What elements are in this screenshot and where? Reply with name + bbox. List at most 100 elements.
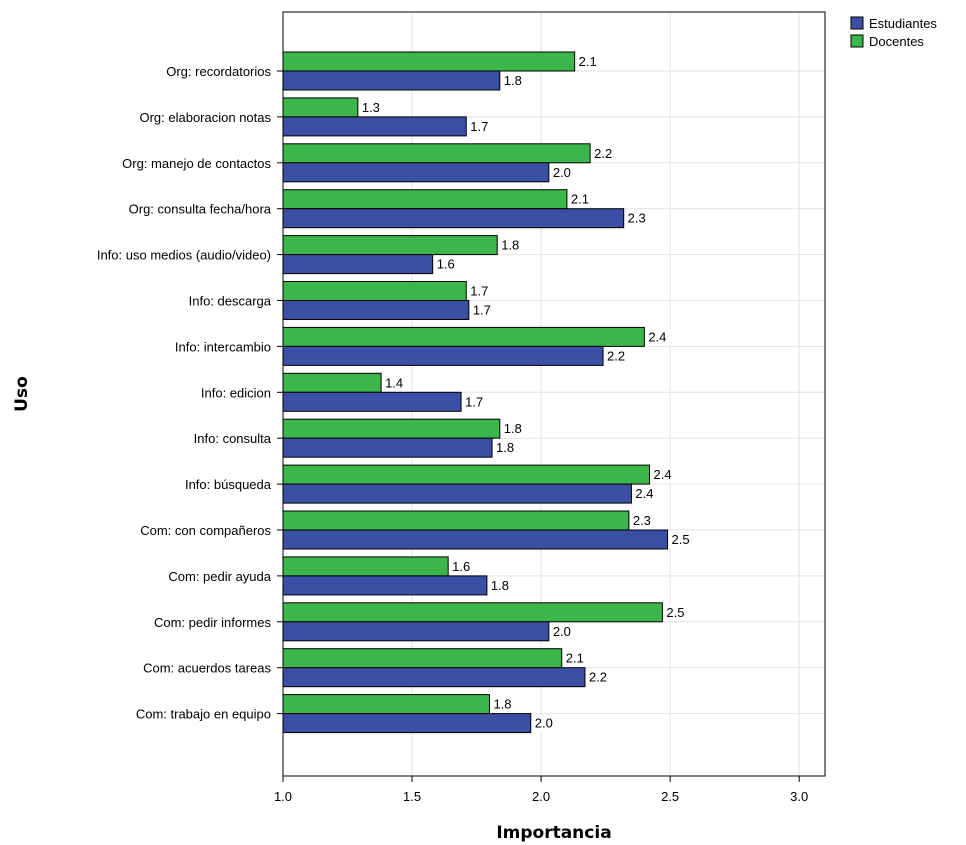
bar-docentes-info-busqueda (282, 464, 650, 485)
category-label-com-trabajo-en-equipo: Com: trabajo en equipo (136, 707, 271, 722)
x-axis-ticks: 1.0 1.5 2.0 2.5 3.0 (274, 776, 808, 804)
category-label-info-busqueda: Info: búsqueda (185, 477, 272, 492)
x-axis-title: Importancia (496, 823, 611, 843)
bar-docentes-org-elaboracion-notas (282, 97, 359, 118)
category-label-info-edicion: Info: edicion (201, 385, 271, 400)
value-label-estudiantes-org-manejo-de-contactos: 2.0 (553, 165, 571, 180)
value-label-bg-estudiantes-info-intercambio (604, 347, 632, 365)
value-label-bg-estudiantes-org-consulta-fecha-hora (624, 209, 653, 227)
value-label-bg-estudiantes-com-con-companeros (668, 531, 697, 548)
value-label-docentes-info-uso-medios-audio-video: 1.8 (501, 238, 519, 253)
bar-docentes-info-uso-medios-audio-video (282, 235, 498, 256)
value-label-estudiantes-info-uso-medios-audio-video: 1.6 (437, 257, 455, 272)
value-label-docentes-com-con-companeros: 2.3 (633, 513, 651, 528)
y-axis-ticks: Org: recordatorios Org: elaboracion notas… (97, 64, 283, 722)
value-label-bg-docentes-org-consulta-fecha-hora (567, 190, 596, 208)
value-label-estudiantes-org-consulta-fecha-hora: 2.3 (628, 211, 646, 226)
bars (282, 51, 669, 734)
value-label-estudiantes-com-pedir-ayuda: 1.8 (491, 578, 509, 593)
bar-estudiantes-info-busqueda (282, 483, 632, 504)
value-label-bg-docentes-info-descarga (467, 282, 495, 300)
value-label-estudiantes-info-busqueda: 2.4 (635, 486, 653, 501)
value-label-estudiantes-com-trabajo-en-equipo: 2.0 (535, 716, 553, 731)
bar-estudiantes-com-acuerdos-tareas (282, 667, 586, 688)
value-label-bg-estudiantes-com-acuerdos-tareas (585, 668, 614, 686)
legend: Estudiantes Docentes (850, 16, 937, 49)
value-label-estudiantes-info-descarga: 1.7 (473, 303, 491, 318)
category-label-com-acuerdos-tareas: Com: acuerdos tareas (143, 661, 271, 676)
value-label-docentes-org-elaboracion-notas: 1.3 (362, 100, 380, 115)
value-label-estudiantes-com-pedir-informes: 2.0 (553, 624, 571, 639)
value-label-docentes-org-manejo-de-contactos: 2.2 (594, 146, 612, 161)
x-tick-label-1: 1.5 (403, 789, 421, 804)
category-label-org-recordatorios: Org: recordatorios (166, 64, 271, 79)
value-label-docentes-com-acuerdos-tareas: 2.1 (566, 651, 584, 666)
bar-docentes-org-consulta-fecha-hora (282, 189, 568, 210)
x-tick-label-0: 1.0 (274, 789, 292, 804)
value-label-bg-docentes-com-acuerdos-tareas (562, 649, 591, 667)
bar-docentes-info-consulta (282, 418, 501, 439)
value-label-bg-docentes-com-pedir-informes (663, 603, 691, 621)
value-label-bg-docentes-info-busqueda (650, 466, 679, 484)
value-label-docentes-org-recordatorios: 2.1 (579, 54, 597, 69)
plot-frame (282, 11, 826, 777)
value-label-docentes-info-intercambio: 2.4 (648, 329, 666, 344)
y-axis-title: Uso (12, 376, 32, 412)
bar-estudiantes-org-elaboracion-notas (282, 116, 467, 137)
value-label-bg-estudiantes-org-elaboracion-notas (467, 117, 495, 135)
value-label-bg-estudiantes-com-trabajo-en-equipo (531, 714, 560, 732)
value-label-estudiantes-com-con-companeros: 2.5 (672, 532, 690, 547)
bar-docentes-info-edicion (282, 372, 382, 393)
value-label-estudiantes-info-consulta: 1.8 (496, 440, 514, 455)
category-label-info-uso-medios-audio-video: Info: uso medios (audio/video) (97, 248, 271, 263)
bar-docentes-com-acuerdos-tareas (282, 648, 563, 669)
value-label-docentes-com-trabajo-en-equipo: 1.8 (493, 697, 511, 712)
value-label-bg-estudiantes-info-uso-medios-audio-video (433, 255, 462, 273)
value-label-bg-docentes-org-recordatorios (575, 53, 604, 70)
value-label-docentes-info-busqueda: 2.4 (653, 467, 671, 482)
value-label-docentes-info-consulta: 1.8 (504, 421, 522, 436)
bar-docentes-info-intercambio (282, 326, 645, 347)
value-label-estudiantes-org-recordatorios: 1.8 (504, 73, 522, 88)
category-label-info-descarga: Info: descarga (189, 294, 272, 309)
bar-docentes-com-trabajo-en-equipo (282, 694, 490, 715)
value-label-bg-estudiantes-com-pedir-informes (549, 622, 578, 640)
value-label-bg-estudiantes-com-pedir-ayuda (487, 576, 516, 594)
bar-docentes-org-manejo-de-contactos (282, 143, 591, 164)
bar-docentes-com-pedir-informes (282, 602, 663, 623)
value-label-docentes-info-edicion: 1.4 (385, 375, 403, 390)
x-tick-label-3: 2.5 (661, 789, 679, 804)
value-label-estudiantes-com-acuerdos-tareas: 2.2 (589, 670, 607, 685)
bar-docentes-org-recordatorios (282, 51, 576, 72)
x-tick-label-2: 2.0 (532, 789, 550, 804)
value-label-docentes-info-descarga: 1.7 (470, 284, 488, 299)
legend-swatch-docentes (850, 34, 864, 48)
value-label-bg-docentes-info-consulta (500, 420, 529, 438)
value-label-estudiantes-info-intercambio: 2.2 (607, 348, 625, 363)
category-label-com-pedir-ayuda: Com: pedir ayuda (168, 569, 271, 584)
bar-estudiantes-info-intercambio (282, 345, 604, 366)
bar-estudiantes-com-trabajo-en-equipo (282, 713, 532, 734)
value-label-bg-estudiantes-info-consulta (493, 439, 521, 457)
value-label-bg-docentes-info-intercambio (645, 328, 673, 346)
value-labels: 2.11.81.31.72.22.02.12.31.81.61.71.72.42… (358, 53, 697, 732)
value-label-estudiantes-info-edicion: 1.7 (465, 394, 483, 409)
value-label-docentes-com-pedir-informes: 2.5 (666, 605, 684, 620)
bar-estudiantes-info-descarga (282, 300, 470, 320)
value-label-bg-docentes-info-edicion (382, 374, 410, 392)
category-label-org-consulta-fecha-hora: Org: consulta fecha/hora (129, 202, 272, 217)
bar-docentes-com-pedir-ayuda (282, 556, 449, 577)
value-label-bg-docentes-com-trabajo-en-equipo (490, 695, 519, 713)
x-tick-label-4: 3.0 (790, 789, 808, 804)
value-label-bg-docentes-com-con-companeros (629, 512, 658, 529)
value-label-estudiantes-org-elaboracion-notas: 1.7 (470, 119, 488, 134)
value-label-docentes-org-consulta-fecha-hora: 2.1 (571, 192, 589, 207)
category-label-com-con-companeros: Com: con compañeros (140, 523, 271, 538)
bar-estudiantes-info-consulta (282, 437, 493, 458)
bar-estudiantes-org-manejo-de-contactos (282, 162, 550, 183)
category-label-com-pedir-informes: Com: pedir informes (154, 615, 272, 630)
bar-estudiantes-org-recordatorios (282, 70, 501, 91)
value-label-bg-docentes-org-elaboracion-notas (358, 98, 387, 116)
value-label-bg-docentes-org-manejo-de-contactos (591, 144, 619, 162)
